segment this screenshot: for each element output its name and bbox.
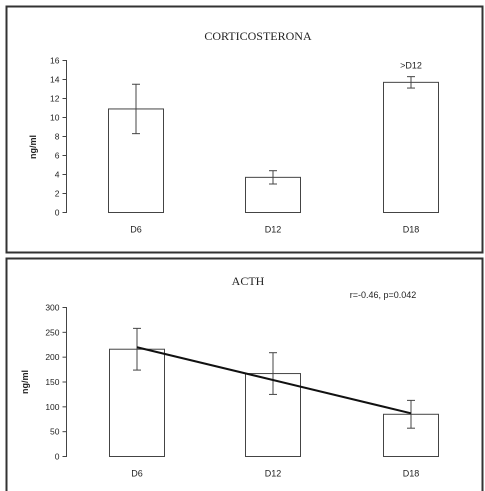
y-tick-label: 10 bbox=[50, 113, 60, 123]
error-bars bbox=[133, 327, 415, 429]
bar-d18 bbox=[383, 81, 439, 213]
y-tick-label: 8 bbox=[55, 132, 60, 142]
panel-frame bbox=[5, 257, 484, 491]
y-tick-label: 4 bbox=[55, 170, 60, 180]
y-tick-label: 14 bbox=[50, 75, 60, 85]
x-tick-labels: D6 D12 D18 bbox=[130, 225, 419, 235]
correlation-annotation: r=-0.46, p=0.042 bbox=[350, 290, 417, 300]
y-axis-label: ng/ml bbox=[28, 135, 38, 159]
x-tick-labels: D6 D12 D18 bbox=[131, 469, 419, 479]
x-tick-label: D6 bbox=[131, 469, 143, 479]
x-tick-label: D12 bbox=[265, 469, 282, 479]
error-bar-d6 bbox=[133, 327, 141, 371]
y-tick-label: 150 bbox=[45, 377, 59, 387]
bars bbox=[109, 348, 439, 458]
x-tick-label: D18 bbox=[403, 225, 420, 235]
bars bbox=[108, 81, 439, 214]
y-tick-label: 200 bbox=[45, 352, 59, 362]
error-bar-d18 bbox=[407, 76, 415, 89]
error-bar-d6 bbox=[132, 83, 140, 135]
y-tick-label: 2 bbox=[55, 189, 60, 199]
y-tick-label: 250 bbox=[45, 327, 59, 337]
chart-title: ACTH bbox=[232, 274, 265, 288]
error-bar-d12 bbox=[269, 170, 277, 185]
y-ticks: 0 2 4 6 8 10 12 14 16 bbox=[50, 56, 67, 218]
y-tick-label: 16 bbox=[50, 56, 60, 66]
y-tick-label: 0 bbox=[55, 452, 60, 462]
annotation-d18: >D12 bbox=[400, 61, 422, 71]
y-tick-label: 0 bbox=[55, 208, 60, 218]
y-axis-label: ng/ml bbox=[20, 370, 30, 394]
x-tick-label: D18 bbox=[403, 469, 420, 479]
panel-acth: ACTH r=-0.46, p=0.042 ng/ml 0 50 100 150 200… bbox=[5, 257, 484, 491]
y-tick-label: 100 bbox=[45, 402, 59, 412]
x-tick-label: D6 bbox=[130, 225, 142, 235]
error-bar-d12 bbox=[269, 352, 277, 395]
y-tick-label: 300 bbox=[45, 303, 59, 313]
error-bar-d18 bbox=[407, 399, 415, 429]
error-bars bbox=[132, 76, 415, 185]
y-tick-label: 6 bbox=[55, 151, 60, 161]
y-tick-label: 50 bbox=[50, 427, 60, 437]
x-tick-label: D12 bbox=[265, 225, 282, 235]
panel-corticosterona: CORTICOSTERONA ng/ml 0 2 4 6 8 10 12 14 16 D6 D12… bbox=[5, 5, 484, 254]
trend-line bbox=[136, 346, 412, 415]
y-tick-label: 12 bbox=[50, 94, 60, 104]
chart-title: CORTICOSTERONA bbox=[204, 29, 312, 43]
panel-frame bbox=[5, 5, 484, 254]
y-ticks: 0 50 100 150 200 250 300 bbox=[45, 303, 67, 462]
